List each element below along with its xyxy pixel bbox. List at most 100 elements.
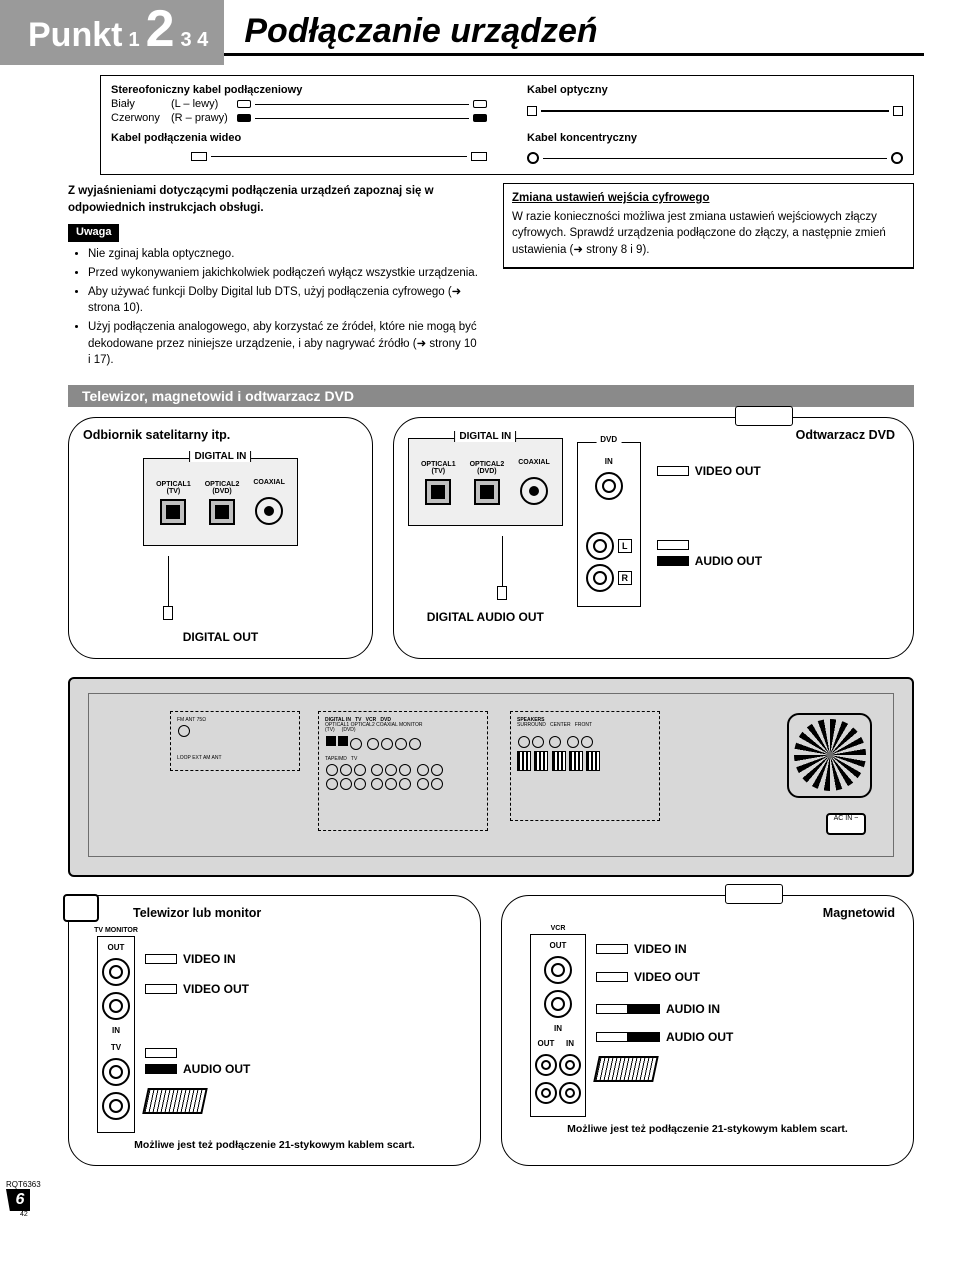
tv-sub-label: TV — [102, 1043, 130, 1052]
dvd-bubble: Odtwarzacz DVD DIGITAL IN OPTICAL1 (TV) — [393, 417, 914, 659]
video-in-label: VIDEO IN — [183, 952, 236, 966]
wire-icon — [255, 118, 469, 119]
plug-icon — [596, 1004, 628, 1014]
tv-monitor-strip: TV MONITOR OUT IN TV — [97, 936, 135, 1133]
wire-icon — [211, 156, 467, 157]
digital-in-panel: DIGITAL IN OPTICAL1 (TV) OPTICAL2 — [408, 438, 563, 526]
optical1-label: OPTICAL1 — [421, 461, 456, 468]
vcr-title: Magnetowid — [823, 906, 895, 920]
step-34: 3 4 — [181, 29, 209, 52]
section-bar: Telewizor, magnetowid i odtwarzacz DVD — [68, 385, 914, 407]
in-label: IN — [535, 1024, 581, 1033]
rca-port-icon — [102, 1092, 130, 1120]
rca-port-icon — [102, 958, 130, 986]
coaxial-port-icon — [520, 477, 548, 505]
video-plug-icon — [471, 152, 487, 161]
optical-plug-icon — [893, 106, 903, 116]
bullet-item: Przed wykonywaniem jakichkolwiek podłącz… — [88, 265, 479, 282]
scart-note: Możliwe jest też podłączenie 21-stykowym… — [83, 1139, 466, 1151]
optical1-label: OPTICAL1 — [156, 481, 191, 488]
vcr-device-icon — [725, 884, 783, 904]
red-label: Czerwony — [111, 112, 167, 124]
info-box-heading: Zmiana ustawień wejścia cyfrowego — [512, 190, 905, 207]
wire-icon — [541, 110, 889, 112]
video-out-label: VIDEO OUT — [634, 970, 700, 984]
r-label: R — [618, 571, 632, 585]
audio-in-label: AUDIO IN — [666, 1002, 720, 1016]
stereo-cable-title: Stereofoniczny kabel podłączeniowy — [111, 84, 487, 96]
out-label: OUT — [102, 943, 130, 952]
digital-in-panel: DIGITAL IN OPTICAL1 (TV) OPTICAL2 (DVD) — [143, 458, 298, 546]
rca-plug-icon — [473, 100, 487, 108]
coaxial-port-icon — [255, 497, 283, 525]
audio-out-label: AUDIO OUT — [183, 1062, 250, 1076]
cable-down-icon — [489, 536, 515, 600]
ac-in-label: AC IN ~ — [826, 813, 866, 835]
bullet-item: Nie zginaj kabla optycznego. — [88, 246, 479, 263]
video-out-label: VIDEO OUT — [695, 464, 761, 478]
scart-plug-icon — [142, 1088, 208, 1114]
optical1-sub: (TV) — [156, 488, 191, 495]
step-badge: Punkt 1 2 3 4 — [0, 0, 224, 65]
tv-icon — [63, 894, 99, 922]
fan-icon — [787, 713, 872, 798]
rca-port-icon — [544, 956, 572, 984]
bullet-item: Użyj podłączenia analogowego, aby korzys… — [88, 319, 479, 369]
plug-icon — [145, 984, 177, 994]
vcr-strip-label: VCR — [551, 925, 566, 932]
out-label: OUT — [535, 941, 581, 950]
optical-cable-title: Kabel optyczny — [527, 84, 903, 96]
uwaga-badge: Uwaga — [68, 224, 119, 242]
satellite-title: Odbiornik satelitarny itp. — [83, 428, 358, 442]
plug-icon — [145, 954, 177, 964]
plug-icon — [657, 556, 689, 566]
cable-down-icon — [155, 556, 181, 620]
digital-in-label: DIGITAL IN — [454, 431, 516, 442]
optical1-sub: (TV) — [421, 468, 456, 475]
rca-port-icon — [544, 990, 572, 1018]
rca-port-icon — [595, 472, 623, 500]
white-label: Biały — [111, 98, 167, 110]
optical-port-icon — [209, 499, 235, 525]
scart-plug-icon — [593, 1056, 659, 1082]
plug-icon — [628, 1032, 660, 1042]
digital-out-label: DIGITAL OUT — [83, 630, 358, 644]
rca-port-icon — [559, 1054, 581, 1076]
plug-icon — [657, 466, 689, 476]
dvd-strip-label: DVD — [596, 435, 621, 444]
l-label: L — [618, 539, 632, 553]
digital-audio-out-label: DIGITAL AUDIO OUT — [408, 610, 563, 624]
plug-icon — [596, 1032, 628, 1042]
tv-title: Telewizor lub monitor — [133, 906, 466, 920]
rca-port-icon — [586, 532, 614, 560]
step-2-current: 2 — [146, 6, 175, 53]
optical-port-icon — [425, 479, 451, 505]
tv-bubble: Telewizor lub monitor TV MONITOR OUT IN … — [68, 895, 481, 1166]
rca-port-icon — [102, 992, 130, 1020]
optical-port-icon — [474, 479, 500, 505]
page-number: 6 — [6, 1189, 30, 1211]
coax-cable-title: Kabel koncentryczny — [527, 132, 903, 144]
tv-monitor-strip-label: TV MONITOR — [94, 927, 138, 934]
scart-note: Możliwe jest też podłączenie 21-stykowym… — [516, 1123, 899, 1135]
video-cable-title: Kabel podłączenia wideo — [111, 132, 487, 144]
optical-port-icon — [160, 499, 186, 525]
plug-icon — [628, 1004, 660, 1014]
video-plug-icon — [191, 152, 207, 161]
in-label: IN — [559, 1039, 581, 1048]
audio-out-label: AUDIO OUT — [666, 1030, 733, 1044]
wire-icon — [255, 104, 469, 105]
rca-plug-icon — [237, 100, 251, 108]
optical2-sub: (DVD) — [205, 488, 240, 495]
rca-port-icon — [102, 1058, 130, 1086]
rca-port-icon — [535, 1082, 557, 1104]
coax-plug-icon — [527, 152, 539, 164]
optical2-sub: (DVD) — [470, 468, 505, 475]
page-title: Podłączanie urządzeń — [224, 6, 924, 56]
plug-icon — [145, 1048, 177, 1058]
plug-icon — [145, 1064, 177, 1074]
rca-plug-icon — [237, 114, 251, 122]
rca-port-icon — [586, 564, 614, 592]
dvd-rca-strip: DVD IN L R — [577, 442, 641, 607]
out-label: OUT — [535, 1039, 557, 1048]
